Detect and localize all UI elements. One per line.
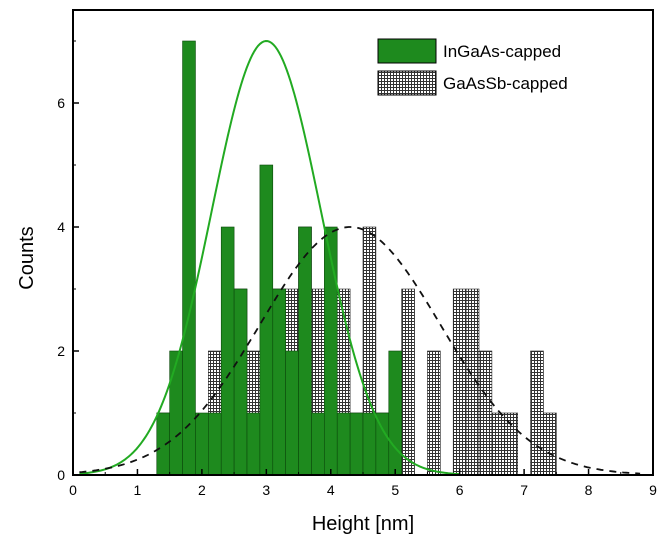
ingaas-bar [156,412,170,476]
y-tick-label: 0 [57,467,65,483]
ingaas-bar [272,288,286,476]
x-tick-label: 0 [69,482,77,498]
legend-swatch-gaassb [377,70,437,96]
gaassb-bar [452,288,467,476]
legend-label-ingaas: InGaAs-capped [443,42,561,61]
gaassb-bar [491,412,506,476]
ingaas-bar [208,412,222,476]
x-tick-label: 4 [327,482,335,498]
y-axis-title: Counts [16,226,38,289]
ingaas-bar [298,226,312,476]
gaassb-bar [530,350,544,476]
x-tick-label: 2 [198,482,206,498]
ingaas-fit-curve [79,39,460,475]
x-tick-label: 5 [391,482,399,498]
x-tick-label: 1 [134,482,142,498]
legend: InGaAs-capped GaAsSb-capped [377,38,568,96]
gaassb-bar [543,412,557,476]
ingaas-bar [246,412,261,476]
y-tick-label: 2 [57,343,65,359]
gaassb-bar [478,350,493,476]
x-tick-label: 8 [585,482,593,498]
y-tick-label: 6 [57,95,65,111]
x-tick-label: 9 [649,482,657,498]
x-tick-label: 7 [520,482,528,498]
ingaas-bars [156,40,402,476]
ingaas-bar [336,412,351,476]
x-tick-label: 6 [456,482,464,498]
ingaas-bar [349,412,364,476]
x-axis-title: Height [nm] [312,513,414,535]
gaassb-bar [504,412,518,476]
gaassb-bar [401,288,415,476]
legend-label-gaassb: GaAsSb-capped [443,74,568,93]
x-axis-ticks: 0 1 2 3 4 5 6 7 8 9 [69,469,657,498]
ingaas-bar [195,412,209,476]
ingaas-bar [324,226,338,476]
ingaas-bar [169,350,183,476]
gaassb-fit-curve [79,226,641,475]
y-tick-label: 4 [57,219,65,235]
ingaas-bar [311,412,325,476]
ingaas-bar [182,40,196,476]
gaassb-bar [427,350,441,476]
y-axis-ticks: 0 2 4 6 [57,40,79,483]
fit-curves [79,39,641,475]
ingaas-bar [388,350,402,476]
legend-swatch-ingaas [377,38,437,64]
ingaas-bar [362,412,377,476]
ingaas-bar [220,226,235,476]
x-tick-label: 3 [262,482,270,498]
ingaas-bar [285,350,299,476]
ingaas-bar [233,288,248,476]
